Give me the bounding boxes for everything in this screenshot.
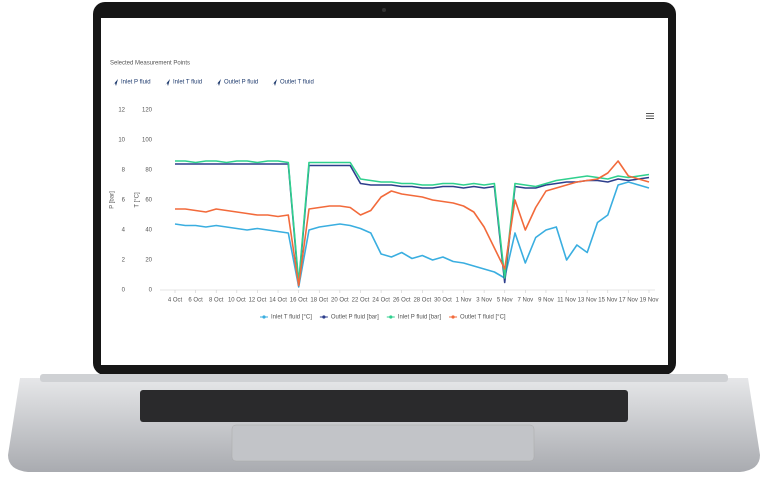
x-tick-label: 9 Nov (538, 298, 554, 304)
x-tick-label: 4 Oct (168, 298, 183, 304)
screen (101, 18, 668, 365)
measurement-button[interactable]: Inlet P fluid (113, 79, 151, 86)
x-tick-label: 3 Nov (476, 298, 492, 304)
y2-axis-title: T [°C] (135, 192, 141, 208)
y-tick-label: 0 (122, 288, 126, 294)
x-tick-label: 7 Nov (518, 298, 534, 304)
x-tick-label: 19 Nov (639, 298, 658, 304)
y-tick-label: 12 (118, 108, 125, 114)
y-tick-label: 4 (122, 228, 126, 234)
series-line (175, 160, 650, 287)
legend-marker (322, 315, 326, 319)
x-tick-label: 28 Oct (413, 298, 431, 304)
keyboard (140, 390, 628, 422)
x-tick-label: 20 Oct (331, 298, 349, 304)
button-icon (165, 79, 170, 86)
measurement-button[interactable]: Outlet P fluid (216, 79, 258, 86)
legend-label: Inlet T fluid [°C] (271, 315, 312, 321)
buttons: Inlet P fluid Inlet T fluid Outlet P fluid… (113, 79, 314, 86)
x-tick-label: 6 Oct (188, 298, 203, 304)
x-tick-label: 15 Nov (598, 298, 617, 304)
x-tick-label: 12 Oct (249, 298, 267, 304)
y2-tick-label: 80 (145, 168, 152, 174)
x-tick-label: 5 Nov (497, 298, 513, 304)
x-tick-label: 10 Oct (228, 298, 246, 304)
button-icon (216, 79, 221, 86)
y-tick-label: 2 (122, 258, 126, 264)
camera (382, 8, 386, 12)
button-label: Inlet T fluid (173, 80, 202, 86)
x-tick-label: 22 Oct (352, 298, 370, 304)
x-tick-label: 1 Nov (456, 298, 472, 304)
x-tick-label: 14 Oct (269, 298, 287, 304)
measurement-button[interactable]: Outlet T fluid (272, 79, 314, 86)
legend-label: Outlet T fluid [°C] (460, 315, 506, 321)
legend-marker (451, 315, 455, 319)
y-axis-title: P [bar] (110, 191, 116, 209)
x-tick-label: 13 Nov (578, 298, 597, 304)
series-line (174, 181, 650, 288)
panel-title: Selected Measurement Points (110, 61, 190, 67)
button-icon (272, 79, 277, 86)
measurement-button[interactable]: Inlet T fluid (165, 79, 202, 86)
y2-tick-label: 60 (145, 198, 152, 204)
y2-tick-label: 40 (145, 228, 152, 234)
y2-tick-label: 20 (145, 258, 152, 264)
legend-marker (262, 315, 266, 319)
y2-tick-label: 100 (142, 138, 153, 144)
legend-marker (389, 315, 393, 319)
y-tick-label: 10 (118, 138, 125, 144)
x-tick-label: 30 Oct (434, 298, 452, 304)
x-tick-label: 16 Oct (290, 298, 308, 304)
button-icon (113, 79, 118, 86)
x-tick-label: 8 Oct (209, 298, 224, 304)
button-label: Outlet T fluid (280, 80, 314, 86)
x-tick-label: 17 Nov (619, 298, 638, 304)
x-tick-label: 24 Oct (372, 298, 390, 304)
y-tick-label: 8 (122, 168, 126, 174)
button-label: Outlet P fluid (224, 80, 258, 86)
series-line (175, 160, 650, 284)
trackpad (231, 424, 535, 462)
series-line (175, 163, 650, 287)
legend-label: Outlet P fluid [bar] (331, 315, 379, 321)
x-tick-label: 11 Nov (557, 298, 576, 304)
x-tick-label: 26 Oct (393, 298, 411, 304)
legend-label: Inlet P fluid [bar] (398, 315, 442, 321)
button-label: Inlet P fluid (121, 80, 151, 86)
hinge (40, 374, 728, 382)
y2-tick-label: 0 (149, 288, 153, 294)
y-tick-label: 6 (122, 198, 126, 204)
menu-button[interactable] (646, 113, 654, 119)
y2-tick-label: 120 (142, 108, 153, 114)
x-tick-label: 18 Oct (310, 298, 328, 304)
